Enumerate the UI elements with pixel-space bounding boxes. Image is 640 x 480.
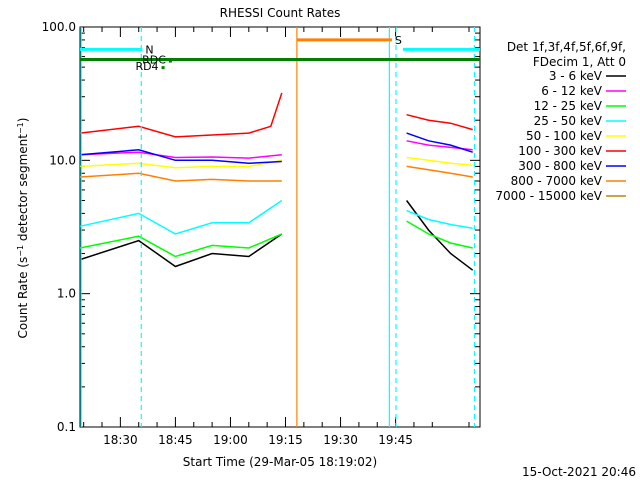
series-line: [405, 200, 474, 271]
y-axis: 100.0 10.0 1.0 0.1: [42, 20, 480, 434]
y-tick-label: 0.1: [57, 420, 76, 434]
series-line: [406, 156, 473, 166]
legend-entry-label: 50 - 100 keV: [526, 129, 603, 143]
series-line: [79, 233, 283, 268]
x-tick-label: 19:15: [268, 433, 303, 447]
x-tick-label: 19:45: [378, 433, 413, 447]
y-tick-label: 100.0: [42, 20, 76, 34]
legend-header: Det 1f,3f,4f,5f,6f,9f,: [507, 40, 626, 54]
legend-entry-label: 12 - 25 keV: [534, 99, 603, 113]
event-marker-label: RDC: [142, 54, 166, 67]
legend-entry-label: 3 - 6 keV: [549, 69, 603, 83]
series-line: [79, 172, 282, 182]
plot-frame: [79, 26, 481, 428]
legend-entry-label: 25 - 50 keV: [534, 114, 603, 128]
y-tick-label: 10.0: [49, 153, 76, 167]
legend-entry-label: 100 - 300 keV: [518, 144, 602, 158]
series-line: [79, 92, 283, 138]
y-axis-label: Count Rate (s−1 detector segment−1): [16, 118, 31, 339]
event-marker-label: RD4: [135, 60, 158, 73]
series-line: [79, 159, 282, 169]
series-line: [406, 209, 473, 229]
series-line: [406, 132, 473, 153]
series-line: [406, 165, 473, 178]
chart-title: RHESSI Count Rates: [220, 6, 341, 20]
series-line: [79, 199, 283, 235]
series-line: [79, 149, 282, 165]
legend-entry-label: 7000 - 15000 keV: [495, 189, 602, 203]
x-tick-label: 18:45: [158, 433, 193, 447]
legend: Det 1f,3f,4f,5f,6f,9f,FDecim 1, Att 03 -…: [495, 40, 626, 203]
legend-entry-label: 800 - 7000 keV: [511, 174, 603, 188]
series-group: [79, 92, 474, 271]
render-timestamp: 15-Oct-2021 20:46: [522, 465, 636, 479]
x-tick-label: 19:30: [323, 433, 358, 447]
interval-code: N: [145, 43, 153, 56]
y-tick-label: 1.0: [57, 287, 76, 301]
series-line: [79, 233, 283, 258]
event-marker: [168, 59, 172, 63]
event-marker: [161, 66, 165, 70]
interval-code: S: [395, 34, 402, 47]
series-line: [406, 220, 473, 249]
x-tick-label: 19:00: [213, 433, 248, 447]
legend-entry-label: 300 - 800 keV: [518, 159, 602, 173]
legend-header: FDecim 1, Att 0: [533, 55, 626, 69]
series-line: [406, 113, 473, 131]
x-tick-label: 18:30: [103, 433, 138, 447]
legend-entry-label: 6 - 12 keV: [541, 84, 603, 98]
x-axis-label: Start Time (29-Mar-05 18:19:02): [183, 455, 377, 469]
series-line: [79, 151, 282, 159]
